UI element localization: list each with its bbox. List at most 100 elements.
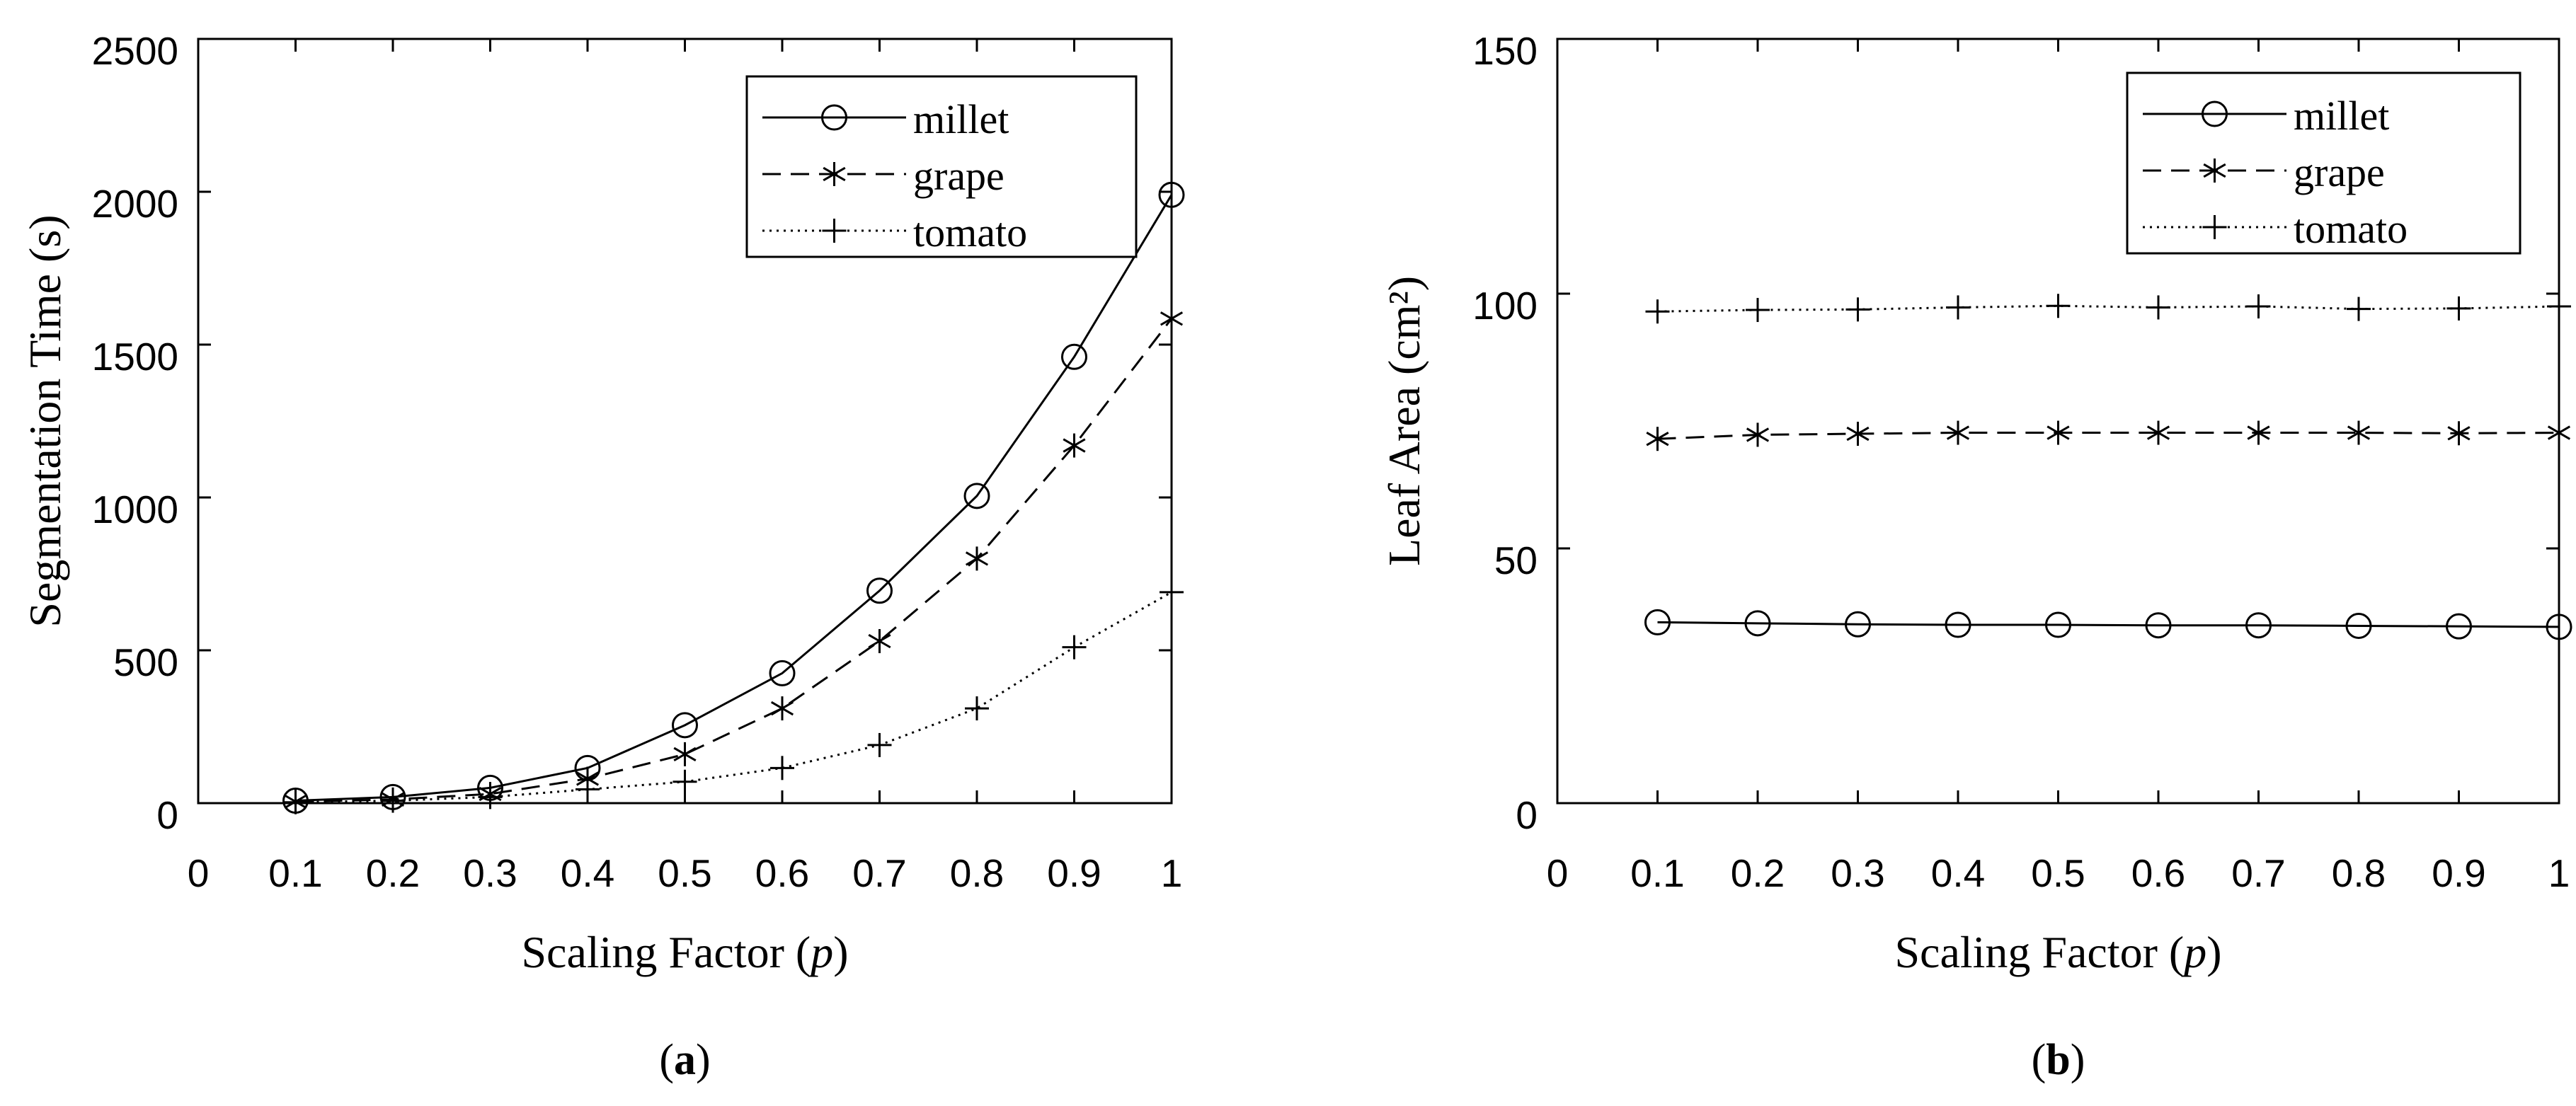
data-point-millet bbox=[1061, 343, 1087, 370]
series-tomato bbox=[1645, 294, 2571, 324]
x-tick-label: 1 bbox=[1161, 851, 1183, 895]
series-line-grape bbox=[295, 318, 1173, 803]
legend-box bbox=[2126, 71, 2521, 255]
chart-panel-b: 0 0.1 0.2 0.3 0.4 0.5 0.6 0.7 0.8 0.9 1 0 50 100 150 mi… bbox=[1379, 29, 2572, 1084]
x-tick-label: 0.8 bbox=[950, 851, 1004, 895]
x-tick-label: 0.5 bbox=[2031, 851, 2085, 895]
x-tick-label: 0.5 bbox=[658, 851, 711, 895]
x-tick-label: 0 bbox=[1547, 851, 1569, 895]
data-point-millet bbox=[866, 577, 893, 604]
y-tick-label: 150 bbox=[1472, 29, 1538, 73]
data-point-tomato bbox=[1946, 295, 1970, 320]
legend: millet grape tomato bbox=[2126, 71, 2521, 255]
x-tick-label: 0.6 bbox=[755, 851, 809, 895]
data-point-grape-stroke-2 bbox=[770, 701, 794, 716]
x-axis-label-suffix: ) bbox=[833, 927, 848, 977]
x-tick-label: 0.3 bbox=[1831, 851, 1884, 895]
data-point-millet bbox=[1744, 610, 1771, 637]
data-point-millet bbox=[1644, 609, 1671, 635]
data-point-grape-stroke-2 bbox=[1946, 425, 1970, 440]
x-tick-label: 0.9 bbox=[1047, 851, 1101, 895]
x-tick-label: 1 bbox=[2548, 851, 2570, 895]
data-point-tomato bbox=[283, 790, 308, 814]
legend-marker-millet bbox=[2202, 100, 2228, 127]
caption-close-paren: ) bbox=[2071, 1036, 2085, 1084]
series-line-millet bbox=[295, 194, 1173, 802]
data-point-tomato bbox=[672, 769, 697, 794]
data-point-tomato bbox=[2446, 296, 2471, 321]
legend-marker-grape-stroke-2 bbox=[2203, 163, 2226, 178]
data-point-grape-stroke-2 bbox=[965, 551, 989, 566]
data-point-grape bbox=[2047, 420, 2070, 445]
data-point-grape-stroke-2 bbox=[868, 633, 891, 649]
legend-label-grape: grape bbox=[913, 153, 1004, 199]
data-point-grape-stroke-2 bbox=[2247, 425, 2270, 440]
data-point-tomato bbox=[1746, 298, 1770, 323]
data-point-tomato bbox=[965, 696, 989, 721]
data-point-millet bbox=[2145, 612, 2172, 639]
series-line-tomato bbox=[295, 591, 1172, 804]
series-millet bbox=[282, 181, 1185, 814]
caption-open-paren: ( bbox=[659, 1036, 674, 1084]
series-line-tomato bbox=[1657, 304, 2560, 313]
caption-letter: b bbox=[2046, 1036, 2070, 1084]
series-tomato bbox=[283, 580, 1184, 814]
data-point-millet bbox=[2245, 612, 2272, 639]
legend-marker-grape bbox=[823, 162, 846, 186]
data-point-grape bbox=[868, 629, 891, 654]
y-tick-label: 100 bbox=[1472, 284, 1538, 328]
data-point-grape bbox=[965, 546, 989, 571]
x-tick-label: 0.9 bbox=[2432, 851, 2485, 895]
data-point-tomato bbox=[576, 777, 600, 802]
y-tick-label: 50 bbox=[1494, 538, 1538, 582]
data-point-millet bbox=[1845, 611, 1871, 638]
legend-label-tomato: tomato bbox=[913, 209, 1027, 255]
data-point-tomato bbox=[1845, 297, 1870, 322]
data-point-tomato bbox=[867, 732, 892, 757]
legend-label-tomato: tomato bbox=[2294, 206, 2408, 252]
data-point-tomato bbox=[2246, 294, 2271, 318]
data-point-grape bbox=[2447, 421, 2471, 446]
data-point-tomato bbox=[381, 788, 405, 813]
data-point-grape bbox=[770, 696, 794, 721]
data-point-grape-stroke-2 bbox=[1646, 432, 1669, 447]
legend-marker-tomato bbox=[822, 219, 847, 243]
legend-label-millet: millet bbox=[913, 96, 1009, 142]
panel-caption: (b) bbox=[2032, 1036, 2085, 1084]
x-axis-label-prefix: Scaling Factor ( bbox=[521, 927, 811, 977]
data-point-grape bbox=[673, 742, 697, 766]
caption-letter: a bbox=[674, 1036, 696, 1084]
data-point-grape bbox=[1646, 427, 1669, 451]
x-axis-label-variable: p bbox=[2181, 927, 2206, 977]
data-point-grape-stroke-2 bbox=[1746, 427, 1770, 442]
data-point-tomato bbox=[1062, 635, 1087, 659]
x-axis-label-prefix: Scaling Factor ( bbox=[1894, 927, 2184, 977]
series-grape bbox=[284, 306, 1184, 814]
data-point-millet bbox=[2446, 613, 2472, 640]
legend-label-millet: millet bbox=[2294, 93, 2389, 139]
legend-label-grape: grape bbox=[2294, 149, 2385, 195]
x-axis-label: Scaling Factor (p) bbox=[1894, 927, 2221, 977]
x-axis-label: Scaling Factor (p) bbox=[521, 927, 848, 977]
data-point-grape bbox=[2547, 420, 2571, 445]
x-tick-label: 0.4 bbox=[561, 851, 614, 895]
x-tick-label: 0.1 bbox=[1630, 851, 1684, 895]
data-point-millet bbox=[2546, 614, 2572, 640]
series-line-grape bbox=[1657, 432, 2560, 440]
data-point-grape-stroke-2 bbox=[2347, 425, 2371, 440]
x-tick-label: 0.3 bbox=[463, 851, 517, 895]
series-line-millet bbox=[1657, 621, 2560, 628]
data-point-grape bbox=[1160, 306, 1184, 331]
data-point-millet bbox=[2045, 611, 2071, 638]
data-point-grape-stroke-2 bbox=[673, 747, 697, 762]
y-tick-label: 2500 bbox=[92, 29, 178, 73]
data-point-grape-stroke-2 bbox=[2547, 425, 2571, 440]
data-point-tomato bbox=[1645, 299, 1670, 324]
x-tick-label: 0.4 bbox=[1931, 851, 1985, 895]
data-point-millet bbox=[1158, 181, 1185, 208]
x-axis-label-variable: p bbox=[808, 927, 833, 977]
x-tick-label: 0.6 bbox=[2131, 851, 2185, 895]
data-point-grape-stroke-2 bbox=[1160, 311, 1184, 326]
data-point-grape bbox=[2146, 420, 2170, 445]
data-point-grape-stroke-2 bbox=[2047, 425, 2070, 440]
